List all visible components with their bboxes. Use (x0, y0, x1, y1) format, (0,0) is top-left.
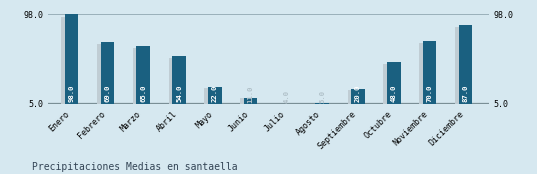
Text: 4.0: 4.0 (284, 90, 289, 103)
Bar (347, 90, 361, 108)
Text: 70.0: 70.0 (426, 85, 433, 102)
Bar (240, 98, 254, 108)
Bar (383, 64, 397, 108)
Bar (455, 27, 469, 108)
Bar (459, 25, 472, 108)
Text: 54.0: 54.0 (176, 85, 182, 102)
Bar (315, 103, 329, 108)
Text: 87.0: 87.0 (462, 85, 468, 102)
Bar (136, 46, 150, 108)
Bar (276, 105, 289, 108)
Bar (133, 48, 147, 108)
Bar (100, 42, 114, 108)
Text: 69.0: 69.0 (104, 85, 111, 102)
Text: 11.0: 11.0 (248, 85, 253, 103)
Text: 48.0: 48.0 (391, 85, 397, 102)
Bar (61, 17, 75, 108)
Text: 22.0: 22.0 (212, 85, 218, 102)
Bar (312, 104, 325, 108)
Bar (205, 88, 218, 108)
Bar (169, 58, 182, 108)
Bar (244, 98, 257, 108)
Bar (387, 62, 401, 108)
Bar (280, 104, 293, 108)
Bar (97, 44, 111, 108)
Text: 65.0: 65.0 (140, 85, 146, 102)
Text: 98.0: 98.0 (69, 85, 75, 102)
Bar (208, 87, 222, 108)
Text: 20.0: 20.0 (355, 85, 361, 102)
Bar (351, 89, 365, 108)
Bar (419, 43, 433, 108)
Bar (65, 14, 78, 108)
Text: Precipitaciones Medias en santaella: Precipitaciones Medias en santaella (32, 162, 238, 172)
Text: 5.0: 5.0 (319, 90, 325, 103)
Bar (423, 41, 437, 108)
Bar (172, 56, 186, 108)
